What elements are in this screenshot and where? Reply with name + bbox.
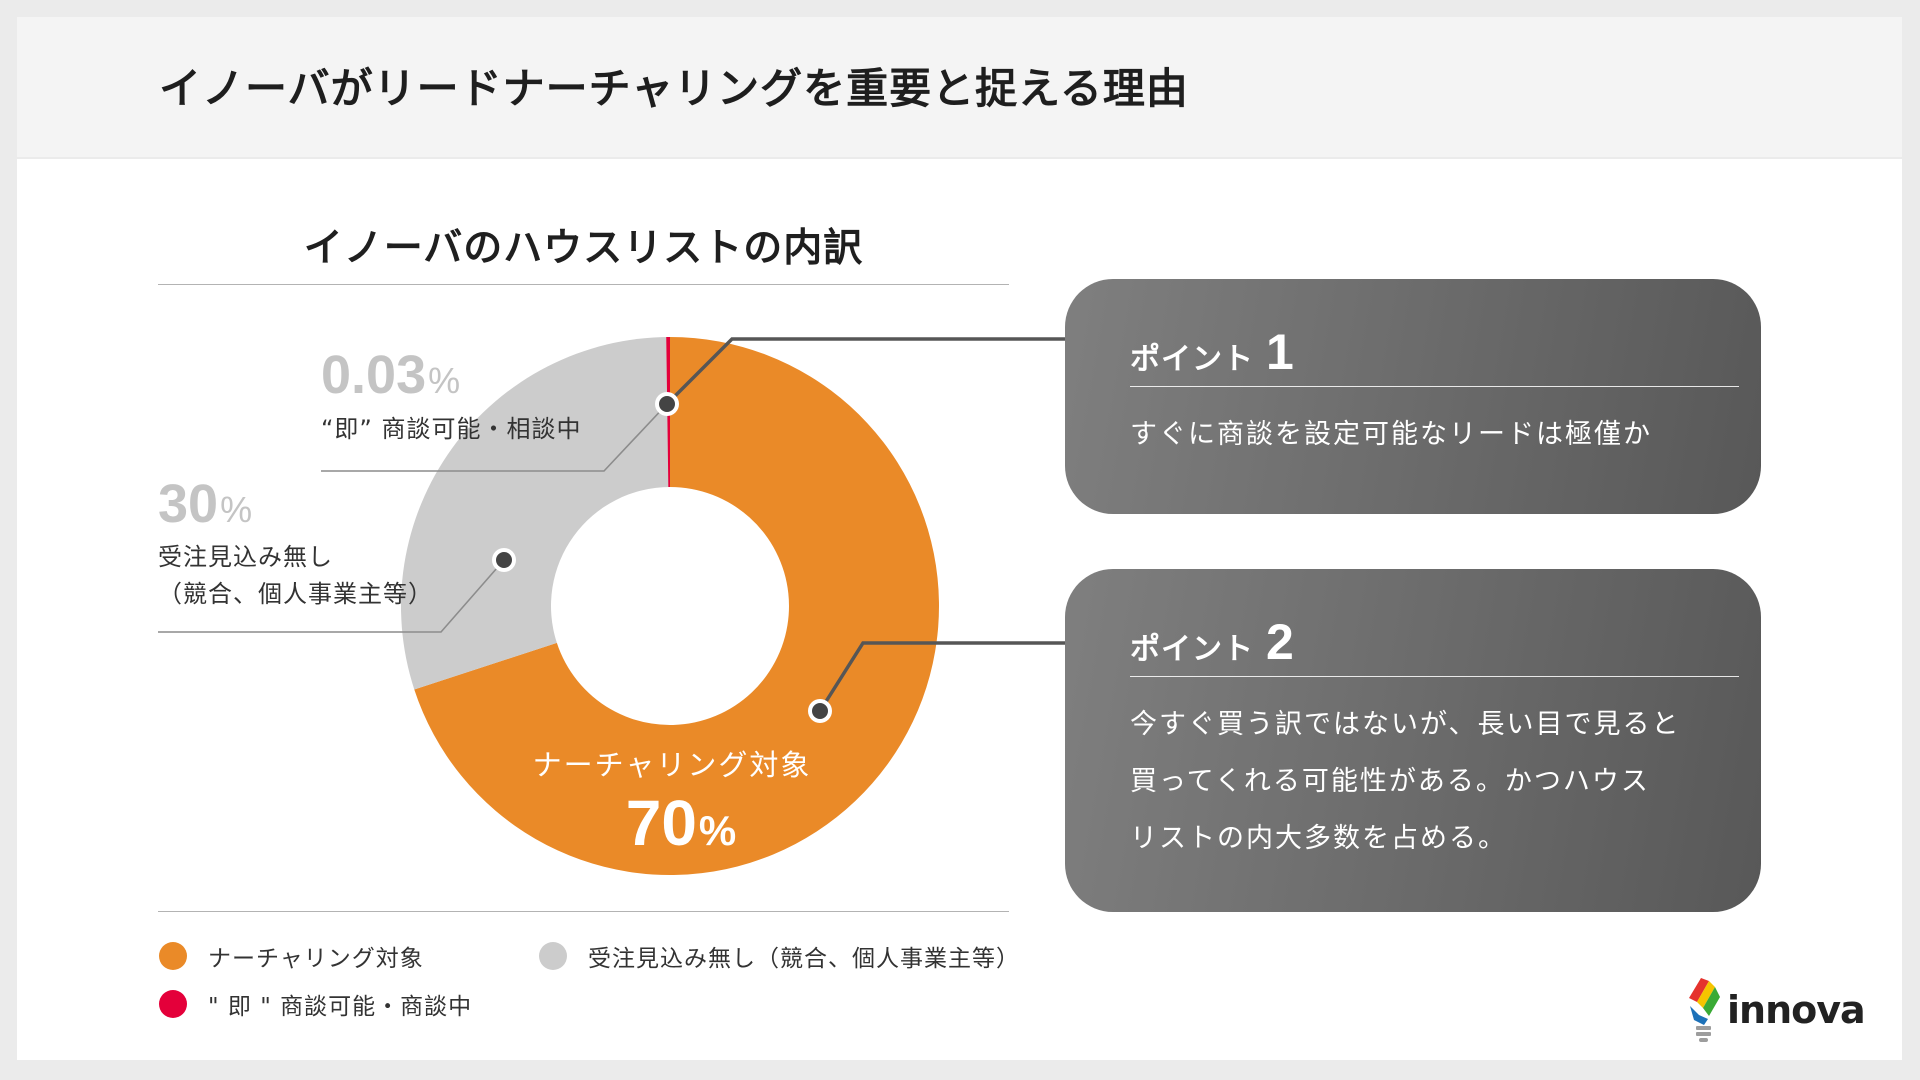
data-label-immediate-unit: % [428,360,461,401]
point-2-line: 今すぐ買う訳ではないが、長い目で見ると [1130,709,1681,740]
point-1-body: すぐに商談を設定可能なリードは極僅か [1130,406,1652,463]
point-2-heading-label: ポイント [1130,632,1254,667]
data-label-no-prospect-text-1: 受注見込み無し [158,543,333,571]
leader-line-no-prospect-label [158,559,505,633]
legend-swatch-no-prospect [539,942,567,970]
logo-wordmark: innova [1727,988,1866,1032]
legend-swatch-nurture [159,942,187,970]
data-label-nurture-value: 70% [531,791,831,863]
legend-label-no-prospect: 受注見込み無し（競合、個人事業主等） [588,946,1020,972]
legend-swatch-immediate [159,990,187,1018]
legend-label-nurture: ナーチャリング対象 [208,946,424,972]
data-label-immediate-number: 0.03 [321,345,427,405]
legend-rule [158,911,1009,912]
point-card-1: ポイント 1 すぐに商談を設定可能なリードは極僅か [1065,279,1761,514]
point-1-line: すぐに商談を設定可能なリードは極僅か [1130,419,1652,450]
page-title: イノーバがリードナーチャリングを重要と捉える理由 [159,64,1189,113]
point-2-line: リストの内大多数を占める。 [1130,823,1507,854]
data-label-no-prospect-text-2: （競合、個人事業主等） [158,580,433,608]
header-band [17,17,1902,157]
point-2-body: 今すぐ買う訳ではないが、長い目で見ると 買ってくれる可能性がある。かつハウス リ… [1130,696,1680,867]
point-2-heading: ポイント 2 [1130,617,1294,675]
data-label-immediate-value: 0.03% [321,348,460,408]
data-label-no-prospect-value: 30% [158,477,252,537]
leader-line-point-2 [818,641,1065,712]
leader-dot-no-prospect [492,548,516,572]
legend-item-no-prospect: 受注見込み無し（競合、個人事業主等） [538,942,1020,972]
leader-dot-immediate [655,392,679,416]
chart-title-rule [158,284,1009,285]
point-1-divider [1130,386,1739,387]
legend-label-immediate: " 即 " 商談可能・商談中 [208,994,473,1020]
data-label-no-prospect-unit: % [220,489,253,530]
data-label-nurture-unit: % [698,807,737,854]
leader-line-point-1 [665,337,1065,406]
innova-lightbulb-icon [1689,978,1720,1042]
legend-item-immediate: " 即 " 商談可能・商談中 [158,990,473,1020]
data-label-no-prospect-number: 30 [158,474,219,534]
point-card-2: ポイント 2 今すぐ買う訳ではないが、長い目で見ると 買ってくれる可能性がある。か… [1065,569,1761,912]
point-1-heading: ポイント 1 [1130,327,1294,385]
point-2-line: 買ってくれる可能性がある。かつハウス [1130,766,1650,797]
legend-item-nurture: ナーチャリング対象 [158,942,424,972]
point-1-number: 1 [1266,324,1294,380]
data-label-nurture-text: ナーチャリング対象 [532,748,812,782]
innova-logo: innova [1684,976,1866,1044]
point-2-divider [1130,676,1739,677]
chart-title: イノーバのハウスリストの内訳 [303,226,864,271]
data-label-immediate-text: “即” 商談可能・相談中 [321,415,582,443]
data-label-nurture-number: 70 [625,787,697,859]
point-2-number: 2 [1266,614,1294,670]
leader-dot-nurture [808,699,832,723]
leader-line-immediate-label [321,403,668,472]
donut-slice-1 [414,337,940,875]
point-1-heading-label: ポイント [1130,342,1254,377]
